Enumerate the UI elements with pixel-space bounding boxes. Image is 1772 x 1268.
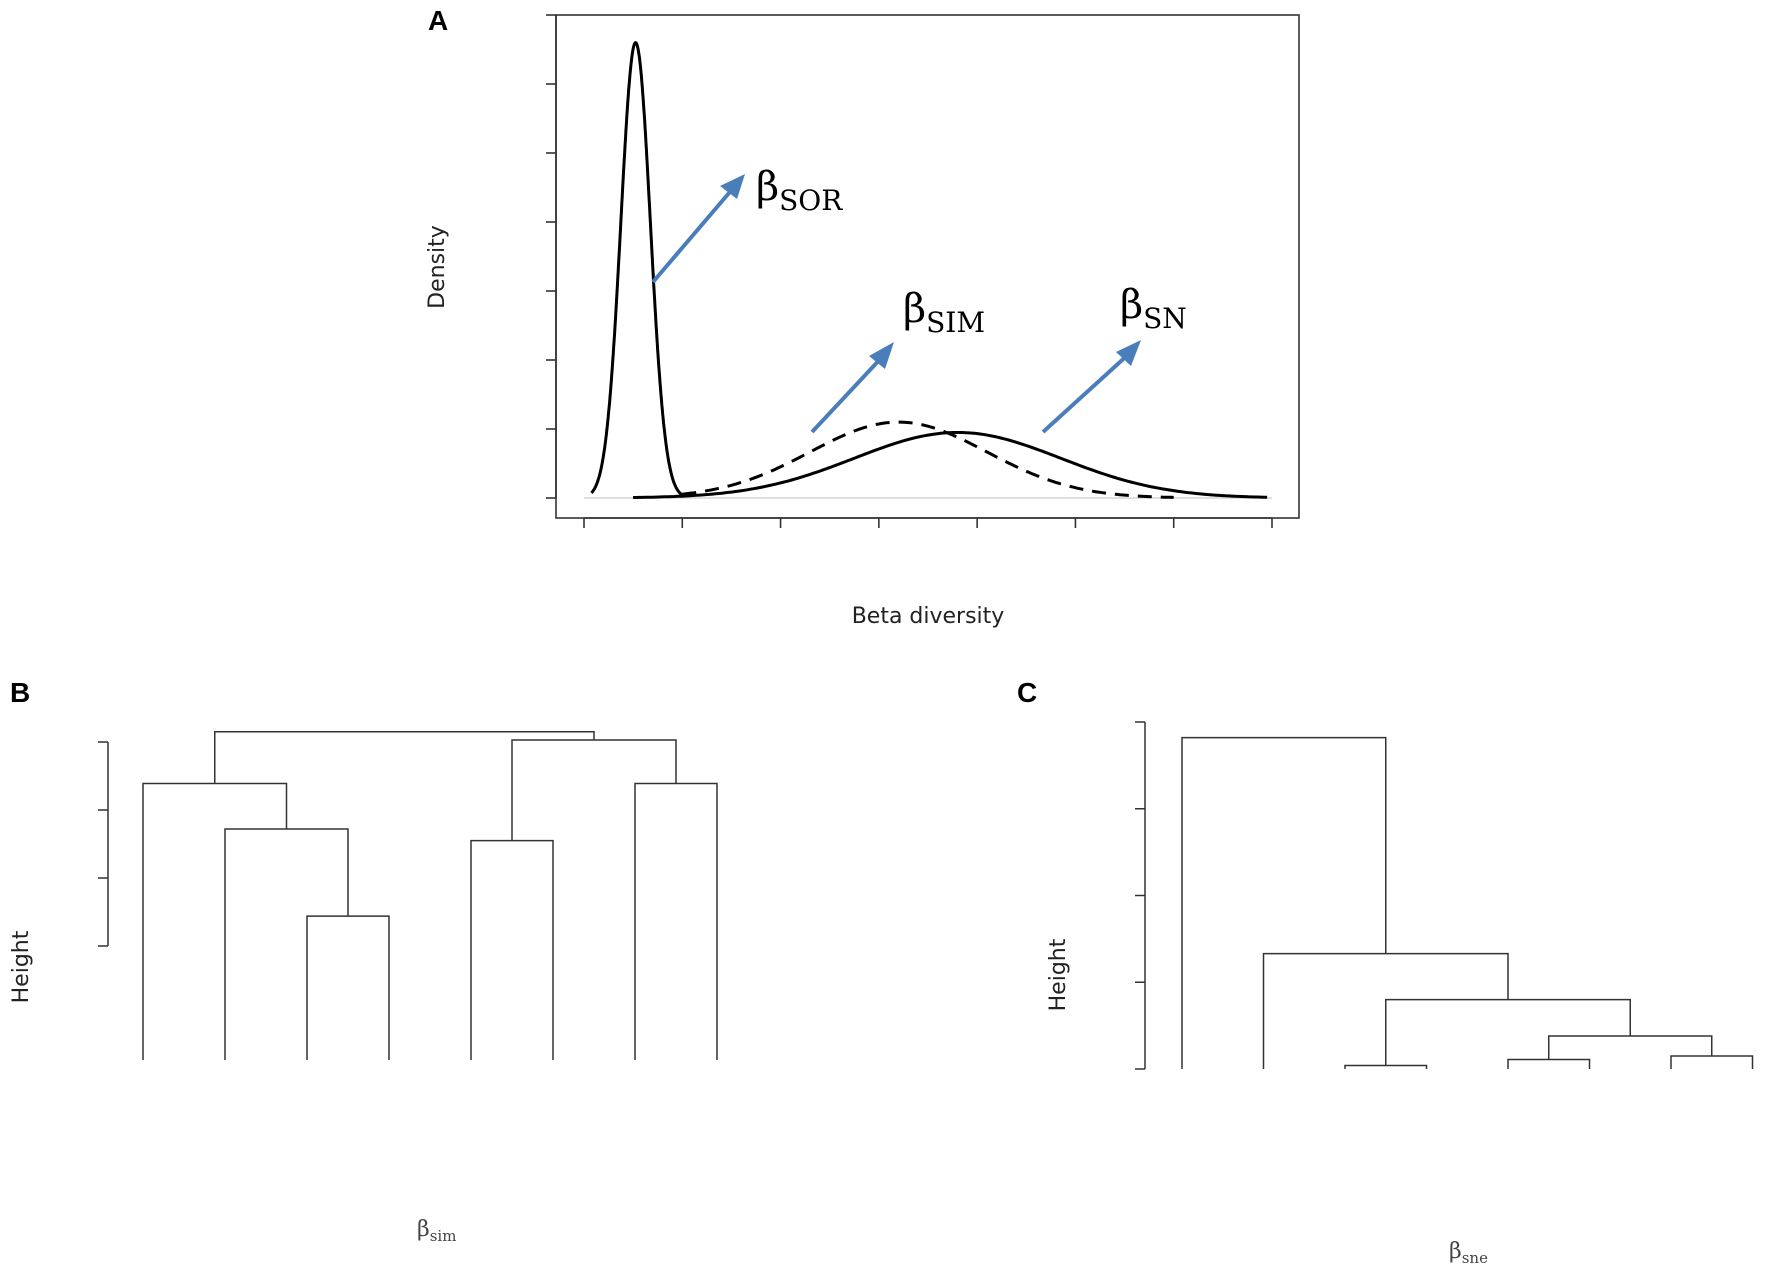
density-curve-sor	[590, 40, 684, 497]
dendrogram-branch	[1507, 1058, 1591, 1069]
panel-c-y-axis	[1135, 721, 1146, 1070]
dendrogram-branch	[1344, 1064, 1428, 1069]
arrow-sim-head	[869, 342, 894, 369]
panel-b-x-label: βsim	[417, 1217, 456, 1245]
dendrogram-branch	[634, 782, 718, 1060]
arrow-sor-head	[720, 174, 745, 199]
panel-label-b: B	[10, 677, 30, 708]
label-beta-sim: βSIM	[903, 286, 985, 339]
density-curve-sim	[682, 420, 1174, 499]
arrow-sim-shaft	[810, 353, 886, 434]
arrow-sn-head	[1116, 340, 1141, 366]
panel-label-c: C	[1017, 677, 1037, 708]
arrow-sn-shaft	[1041, 350, 1133, 434]
arrow-sor-shaft	[651, 184, 737, 284]
label-beta-sor: βSOR	[756, 164, 843, 217]
panel-c-x-label: βsne	[1449, 1239, 1488, 1267]
panel-label-a: A	[428, 5, 448, 36]
dendrogram-branch	[1181, 736, 1387, 1069]
label-beta-sn: βSN	[1120, 282, 1187, 335]
dendrogram-branch	[214, 731, 595, 784]
dendrogram-branch	[224, 828, 349, 1060]
dendrogram-branch	[306, 915, 390, 1060]
panel-a-x-label: Beta diversity	[852, 604, 1005, 629]
panel-c-y-label: Height	[1046, 938, 1071, 1011]
annotation-arrows	[651, 174, 1141, 434]
dendrogram-branch	[142, 782, 288, 1060]
panel-b-dendrogram	[142, 731, 718, 1060]
dendrogram-branch	[1670, 1055, 1754, 1069]
dendrogram-branch	[511, 739, 677, 841]
panel-a-y-axis	[546, 14, 557, 499]
panel-c-dendrogram	[1181, 736, 1754, 1069]
panel-a-x-axis	[583, 497, 1273, 528]
panel-b-y-axis	[98, 741, 109, 947]
panel-a-y-label: Density	[425, 225, 450, 309]
density-curve-sn	[633, 431, 1268, 499]
panel-b-y-label: Height	[9, 930, 34, 1003]
dendrogram-branch	[470, 839, 554, 1060]
panel-a-density-curves	[590, 40, 1268, 499]
dendrogram-branch	[1385, 998, 1631, 1066]
